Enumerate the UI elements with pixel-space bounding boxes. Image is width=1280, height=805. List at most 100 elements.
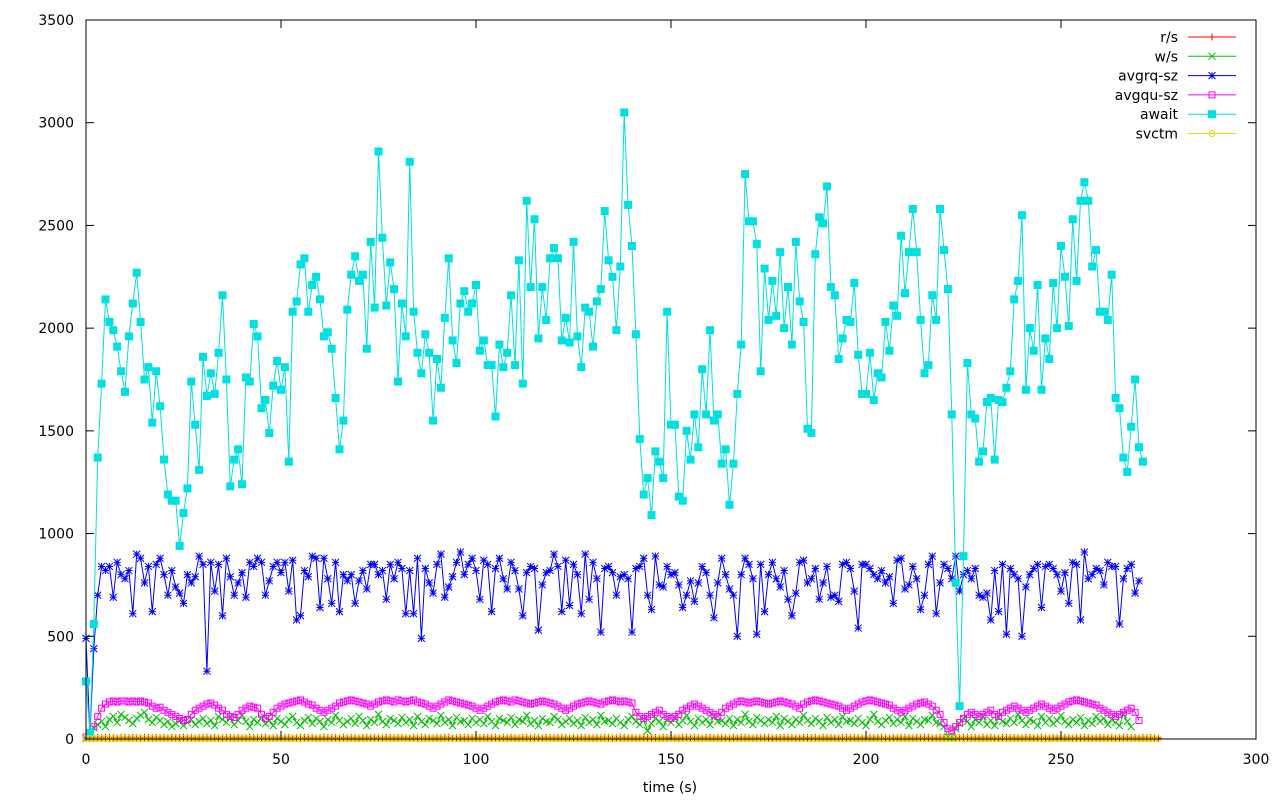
data-point <box>647 511 656 520</box>
data-point <box>370 718 379 727</box>
data-point <box>1135 576 1143 585</box>
data-point <box>441 698 449 706</box>
data-point <box>569 719 578 728</box>
data-point <box>737 697 745 705</box>
data-point <box>507 291 516 300</box>
data-point <box>1135 717 1143 725</box>
data-point <box>171 496 180 505</box>
data-point <box>659 474 668 483</box>
data-point <box>1033 721 1042 730</box>
data-point <box>468 702 476 710</box>
data-point <box>402 698 410 706</box>
data-point <box>518 611 527 620</box>
data-point <box>351 599 359 608</box>
data-point <box>203 667 211 676</box>
data-point <box>261 396 270 405</box>
data-point <box>401 332 410 341</box>
data-point <box>1010 718 1019 727</box>
data-point <box>312 554 320 563</box>
data-point <box>328 704 336 712</box>
data-point <box>655 457 664 466</box>
data-point <box>628 241 636 250</box>
data-point <box>113 342 122 351</box>
data-point <box>733 698 741 706</box>
data-point <box>690 410 699 419</box>
data-point <box>780 698 788 706</box>
data-point <box>698 562 707 571</box>
data-point <box>670 420 679 429</box>
data-point <box>912 717 921 726</box>
data-point <box>230 591 239 600</box>
data-point <box>323 328 332 337</box>
data-point <box>444 715 453 724</box>
data-point <box>655 706 663 714</box>
data-point <box>971 710 979 718</box>
data-point <box>327 344 336 353</box>
data-point <box>765 700 772 708</box>
data-point <box>511 696 519 704</box>
data-point <box>140 708 149 717</box>
data-point <box>160 455 168 464</box>
data-point <box>1096 717 1104 726</box>
data-point <box>952 723 960 731</box>
data-point <box>1061 700 1069 708</box>
data-point <box>714 712 722 720</box>
data-point <box>296 721 305 730</box>
data-point <box>772 712 781 721</box>
data-point <box>125 566 133 575</box>
data-point <box>464 560 473 569</box>
data-point <box>865 348 874 357</box>
data-point <box>897 718 905 727</box>
data-point <box>963 710 971 718</box>
data-point <box>729 591 738 600</box>
data-point <box>121 697 129 705</box>
data-point <box>854 700 862 708</box>
data-point <box>694 702 702 710</box>
data-point <box>386 560 395 569</box>
data-point <box>1080 548 1089 556</box>
data-point <box>273 558 281 567</box>
data-point <box>222 554 231 563</box>
data-point <box>698 718 707 727</box>
data-point <box>835 702 843 710</box>
data-point <box>904 248 913 257</box>
data-point <box>425 348 434 357</box>
data-point <box>1076 196 1085 205</box>
data-point <box>710 712 718 721</box>
data-point <box>725 714 734 723</box>
data-point <box>632 564 640 573</box>
data-point <box>187 377 196 386</box>
data-point <box>156 554 164 563</box>
data-point <box>990 566 999 575</box>
data-point <box>577 609 586 618</box>
data-point <box>561 717 570 726</box>
data-point <box>304 307 313 316</box>
data-point <box>479 556 488 565</box>
data-point <box>351 719 359 728</box>
data-point <box>249 320 258 329</box>
data-point <box>854 624 863 632</box>
data-point <box>258 710 265 718</box>
data-point <box>827 700 835 708</box>
data-point <box>425 579 434 587</box>
data-point <box>167 722 176 731</box>
data-point <box>531 699 538 707</box>
data-point <box>620 697 628 705</box>
data-point <box>316 295 324 304</box>
data-point <box>390 285 399 294</box>
data-point <box>234 716 242 725</box>
data-point <box>296 611 305 620</box>
data-point <box>93 591 102 600</box>
data-point <box>444 254 453 263</box>
data-point <box>300 716 309 725</box>
data-point <box>1111 393 1120 402</box>
data-point <box>694 579 703 587</box>
data-point <box>1057 702 1065 710</box>
data-point <box>164 708 172 716</box>
x-tick-label: 100 <box>463 752 490 768</box>
data-point <box>109 697 117 705</box>
data-point <box>113 698 121 706</box>
data-point <box>222 710 230 718</box>
data-point <box>756 367 765 376</box>
data-point <box>760 607 769 616</box>
